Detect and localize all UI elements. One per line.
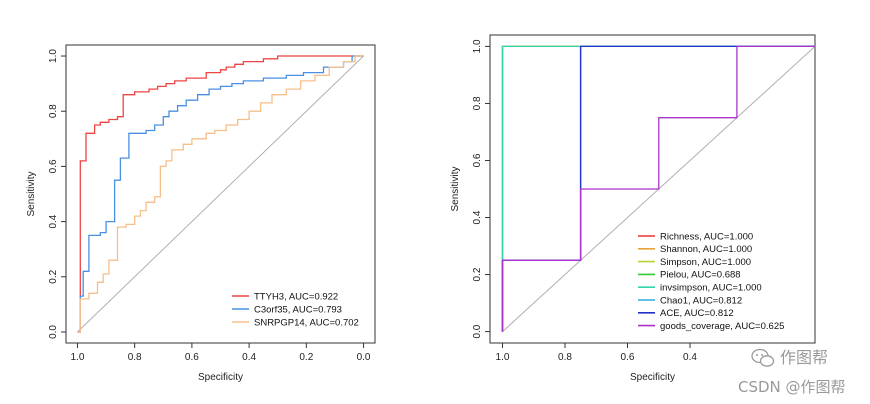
y-axis-label: Sensitivity (450, 166, 461, 211)
x-tick-label: 0.6 (621, 352, 635, 363)
legend-entry-label: Shannon, AUC=1.000 (660, 244, 752, 255)
legend-entry-label: Simpson, AUC=1.000 (660, 257, 751, 268)
x-axis-label: Specificity (630, 372, 675, 383)
x-tick-label: 0.8 (128, 352, 142, 363)
legend-entry-label: C3orf35, AUC=0.793 (254, 304, 342, 315)
y-tick-label: 1.0 (48, 49, 59, 63)
roc-curve-right-7 (501, 45, 815, 332)
legend-entry-label: ACE, AUC=0.812 (660, 308, 734, 319)
diagonal-reference-line (77, 55, 364, 333)
x-tick-label: 0.4 (683, 352, 697, 363)
y-tick-label: 0.0 (472, 324, 483, 338)
legend-entry-label: Pielou, AUC=0.688 (660, 270, 741, 281)
x-tick-label: 0.6 (185, 352, 199, 363)
y-tick-label: 0.8 (472, 96, 483, 110)
x-tick-label: 0.8 (558, 352, 572, 363)
roc-curve-left-2 (77, 55, 364, 333)
x-tick-label: 1.0 (496, 352, 510, 363)
legend-entry-label: SNRPGP14, AUC=0.702 (254, 317, 359, 328)
y-tick-label: 0.4 (48, 214, 59, 228)
y-tick-label: 0.0 (48, 325, 59, 339)
y-tick-label: 0.2 (48, 269, 59, 283)
watermark: 作图帮 CSDN @作图帮 (738, 348, 846, 396)
plot-frame (489, 34, 816, 344)
watermark-brand: 作图帮 (780, 348, 828, 367)
y-tick-label: 1.0 (472, 39, 483, 53)
x-tick-label: 1.0 (70, 352, 84, 363)
legend-entry-label: Chao1, AUC=0.812 (660, 295, 742, 306)
legend-entry-label: TTYH3, AUC=0.922 (254, 291, 338, 302)
x-tick-label: 0.2 (299, 352, 313, 363)
x-axis-label: Specificity (198, 372, 243, 383)
y-tick-label: 0.6 (472, 153, 483, 167)
x-tick-label: 0.0 (357, 352, 371, 363)
x-tick-label: 0.4 (242, 352, 256, 363)
legend-entry-label: invsimpson, AUC=1.000 (660, 283, 762, 294)
roc-curve-left-0 (77, 55, 364, 333)
plot-frame (65, 44, 376, 344)
legend-entry-label: goods_coverage, AUC=0.625 (660, 321, 784, 332)
roc-curve-left-1 (77, 55, 364, 333)
y-tick-label: 0.8 (48, 104, 59, 118)
roc-panel-left: 1.0 0.8 0.6 0.4 0.2 0.0 0.0 0.2 0.4 0.6 0.8 1.0 Spec… (26, 44, 376, 383)
roc-panel-right: 1.0 0.8 0.6 0.4 0.0 0.2 0.4 0.6 0.8 1.0 Specificit… (450, 34, 816, 383)
watermark-footer: CSDN @作图帮 (738, 378, 846, 396)
wechat-logo-icon (751, 348, 775, 367)
y-tick-label: 0.4 (472, 210, 483, 224)
y-tick-label: 0.6 (48, 159, 59, 173)
legend-entry-label: Richness, AUC=1.000 (660, 231, 753, 242)
y-axis-label: Sensitivity (26, 171, 37, 216)
y-tick-label: 0.2 (472, 267, 483, 281)
